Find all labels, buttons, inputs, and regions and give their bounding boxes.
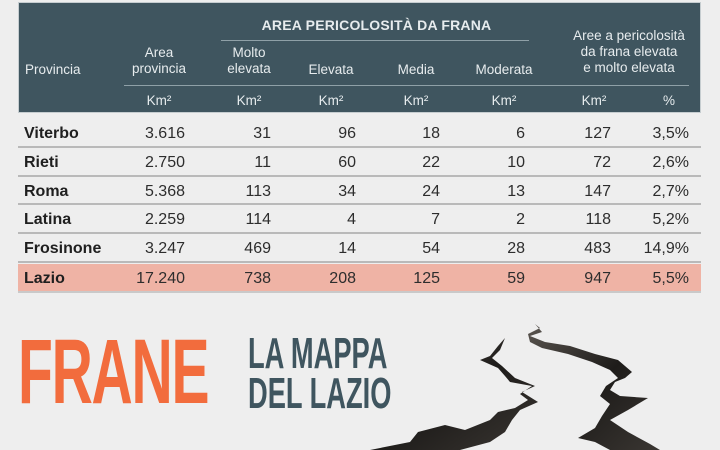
cell-area: 5.368 [144,182,185,200]
cell-media: 22 [422,153,440,171]
unit-elevata: Km² [318,93,344,108]
group-divider [221,40,529,41]
cell-moderata: 28 [507,240,525,258]
cell-area: 17.240 [136,269,185,287]
cell-media: 7 [431,211,440,229]
cell-area: 2.750 [144,153,185,171]
cell-provincia: Viterbo [24,125,79,142]
col-area-provincia: Area provincia [119,45,199,77]
cell-area: 2.259 [144,211,185,229]
cell-molto-elevata: 738 [244,269,271,287]
col-molto-line1: Molto [232,45,266,60]
table-body: Viterbo 3.616 31 96 18 6 127 3,5% Rieti … [18,119,701,293]
cell-elevata: 14 [338,240,356,258]
cell-provincia: Latina [24,211,72,229]
cell-molto-elevata: 469 [244,240,271,258]
headline-sub-line1: LA MAPPA [248,329,388,378]
cell-aree-km2: 72 [593,153,611,171]
table-row: Roma 5.368 113 34 24 13 147 2,7% [18,177,701,206]
cell-media: 125 [413,269,440,287]
col-elevata: Elevata [308,62,354,77]
unit-divider [124,85,689,86]
cell-molto-elevata: 31 [253,125,271,142]
headline-sub-line2: DEL LAZIO [248,369,392,418]
col-aree-line3: e molto elevata [583,60,675,75]
col-molto-elevata: Molto elevata [214,45,284,77]
cell-aree-km2: 147 [584,182,611,200]
ground-crack-icon [370,324,660,450]
cell-aree-km2: 947 [584,269,611,287]
unit-media: Km² [403,93,429,108]
cell-media: 24 [422,182,440,200]
cell-provincia: Frosinone [24,240,102,258]
cell-aree-pct: 14,9% [643,240,689,258]
col-molto-line2: elevata [227,61,271,76]
cell-provincia: Roma [24,182,69,200]
cell-molto-elevata: 114 [245,211,271,229]
unit-area: Km² [146,93,172,108]
unit-moderata: Km² [491,93,517,108]
cell-aree-pct: 5,2% [652,211,689,229]
cell-moderata: 10 [507,153,525,171]
cell-moderata: 6 [516,125,525,142]
headline-main: FRANE [18,321,210,423]
cell-moderata: 13 [507,182,525,200]
col-aree-pericolosita: Aree a pericolosità da frana elevata e m… [559,28,699,76]
cell-aree-km2: 127 [584,125,611,142]
table-row: Rieti 2.750 11 60 22 10 72 2,6% [18,148,701,177]
cell-elevata: 96 [338,125,356,142]
cell-moderata: 2 [516,211,525,229]
col-area-line2: provincia [131,61,187,76]
col-moderata: Moderata [475,62,533,77]
landslide-table: Provincia Area provincia AREA PERICOLOSI… [18,2,701,293]
cell-moderata: 59 [507,269,525,287]
col-provincia: Provincia [25,62,81,77]
unit-aree-km2: Km² [581,93,607,108]
cell-provincia: Lazio [24,269,65,287]
cell-aree-pct: 5,5% [652,269,689,287]
unit-aree-pct: % [662,93,675,108]
table-row: Latina 2.259 114 4 7 2 118 5,2% [18,205,701,235]
table-header: Provincia Area provincia AREA PERICOLOSI… [18,2,701,113]
table-row: Viterbo 3.616 31 96 18 6 127 3,5% [18,119,701,148]
cell-provincia: Rieti [24,153,59,171]
cell-elevata: 4 [347,211,356,229]
cell-area: 3.247 [144,240,185,258]
group-header: AREA PERICOLOSITÀ DA FRANA [261,17,492,33]
col-media: Media [397,62,435,77]
cell-elevata: 34 [338,182,356,200]
table-row-total: Lazio 17.240 738 208 125 59 947 5,5% [18,263,701,293]
col-aree-line1: Aree a pericolosità [573,28,685,43]
col-area-line1: Area [144,45,174,60]
cell-aree-km2: 483 [584,240,611,258]
headline-sub: LA MAPPA DEL LAZIO [248,329,392,418]
cell-molto-elevata: 113 [245,182,271,200]
cell-area: 3.616 [144,125,185,142]
cell-aree-pct: 2,7% [652,182,689,200]
cell-media: 54 [422,240,440,258]
cell-aree-pct: 3,5% [652,125,689,142]
table-row: Frosinone 3.247 469 14 54 28 483 14,9% [18,234,701,263]
cell-molto-elevata: 11 [254,153,271,171]
cell-elevata: 60 [338,153,356,171]
col-aree-line2: da frana elevata [580,44,678,59]
cell-media: 18 [422,125,440,142]
cell-aree-pct: 2,6% [652,153,689,171]
cell-aree-km2: 118 [585,211,611,229]
cell-elevata: 208 [329,269,356,287]
unit-molto-elevata: Km² [236,93,262,108]
